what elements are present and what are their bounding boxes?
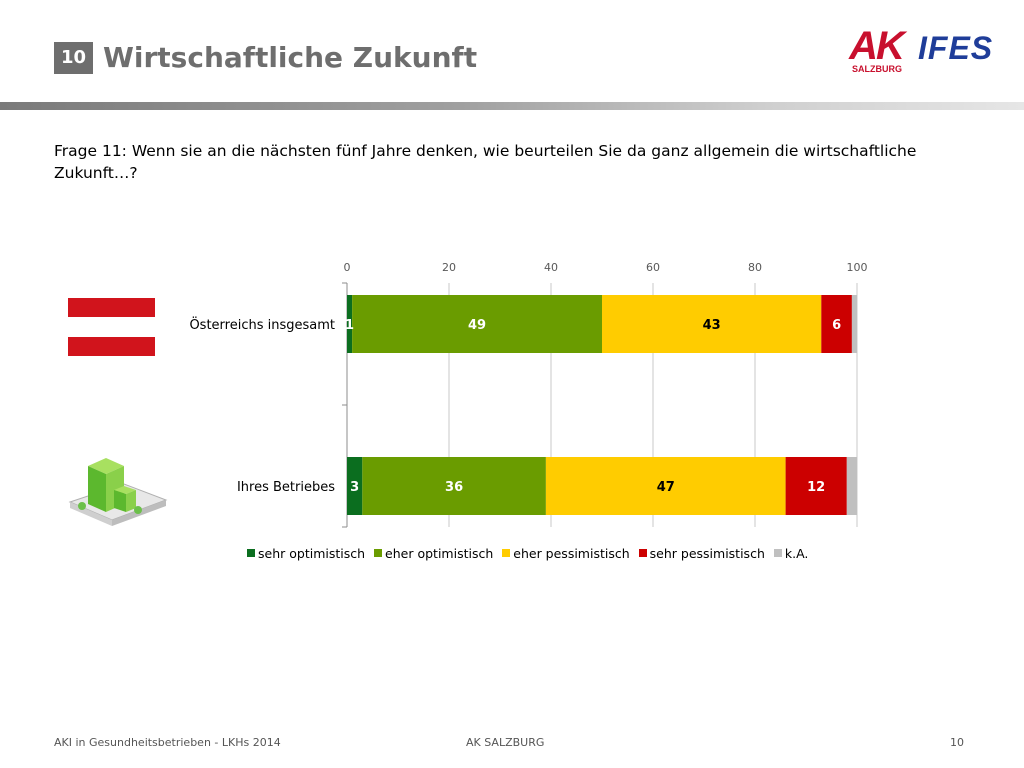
footer-page-number: 10 xyxy=(950,736,964,749)
bar-segment xyxy=(851,295,857,353)
category-label: Österreichs insgesamt xyxy=(189,316,335,333)
legend-label: sehr optimistisch xyxy=(258,545,366,561)
data-label: 47 xyxy=(657,480,675,495)
bar-segment xyxy=(602,295,822,353)
data-label: 6 xyxy=(832,318,841,333)
legend-item: sehr optimistisch xyxy=(247,546,365,561)
legend-swatch xyxy=(638,549,647,557)
bar-segment xyxy=(821,295,852,353)
x-tick-label: 0 xyxy=(344,261,351,274)
footer-left-text: AKI in Gesundheitsbetrieben - LKHs 2014 xyxy=(54,736,281,749)
data-label: 49 xyxy=(468,318,486,333)
data-label: 43 xyxy=(703,318,721,333)
data-label: 12 xyxy=(807,480,825,495)
footer-center-text: AK SALZBURG xyxy=(466,736,545,749)
x-tick-label: 20 xyxy=(442,261,456,274)
ak-logo-letters: AK xyxy=(849,24,905,68)
ifes-logo: IFES xyxy=(918,30,994,66)
legend-swatch xyxy=(247,549,255,557)
x-tick-label: 80 xyxy=(748,261,762,274)
legend-label: eher optimistisch xyxy=(385,545,494,561)
bar-segment xyxy=(362,457,546,515)
legend-swatch xyxy=(773,549,782,557)
data-label: 1 xyxy=(345,318,354,333)
stacked-bar-chart: 0 20 40 60 80 100 Österreichs insgesamt 1 49 43 6… xyxy=(189,261,868,528)
x-tick-label: 100 xyxy=(847,261,868,274)
bar-segment xyxy=(352,295,602,353)
data-label: 36 xyxy=(445,480,463,495)
page-title: Wirtschaftliche Zukunft xyxy=(103,41,478,74)
category-label: Ihres Betriebes xyxy=(237,480,335,495)
bar-segment xyxy=(347,295,353,353)
x-tick-label: 60 xyxy=(646,261,660,274)
slide-number-badge: 10 xyxy=(54,42,93,74)
legend-label: eher pessimistisch xyxy=(513,545,630,561)
legend-label: k.A. xyxy=(784,545,809,561)
bar-segment xyxy=(545,457,786,515)
bar-segment xyxy=(347,457,363,515)
legend-item: eher optimistisch xyxy=(374,546,493,561)
chart-legend: sehr optimistisch eher optimistisch eher p… xyxy=(247,544,817,562)
legend-item: sehr pessimistisch xyxy=(638,545,765,561)
building-icon xyxy=(68,458,168,526)
ak-salzburg-logo: AK SALZBURG xyxy=(844,26,908,76)
legend-item: k.A. xyxy=(773,545,809,561)
bar-segment xyxy=(785,457,847,515)
legend-swatch xyxy=(374,549,383,557)
x-tick-label: 40 xyxy=(544,261,558,274)
legend-item: eher pessimistisch xyxy=(502,545,630,561)
header-divider xyxy=(0,102,1024,110)
legend-swatch xyxy=(502,549,511,557)
legend-label: sehr pessimistisch xyxy=(649,545,765,561)
austria-flag-icon xyxy=(68,298,155,356)
ak-logo-subtitle: SALZBURG xyxy=(846,64,908,74)
question-text: Frage 11: Wenn sie an die nächsten fünf … xyxy=(54,142,917,182)
bar-segment xyxy=(846,457,857,515)
data-label: 3 xyxy=(350,480,359,495)
